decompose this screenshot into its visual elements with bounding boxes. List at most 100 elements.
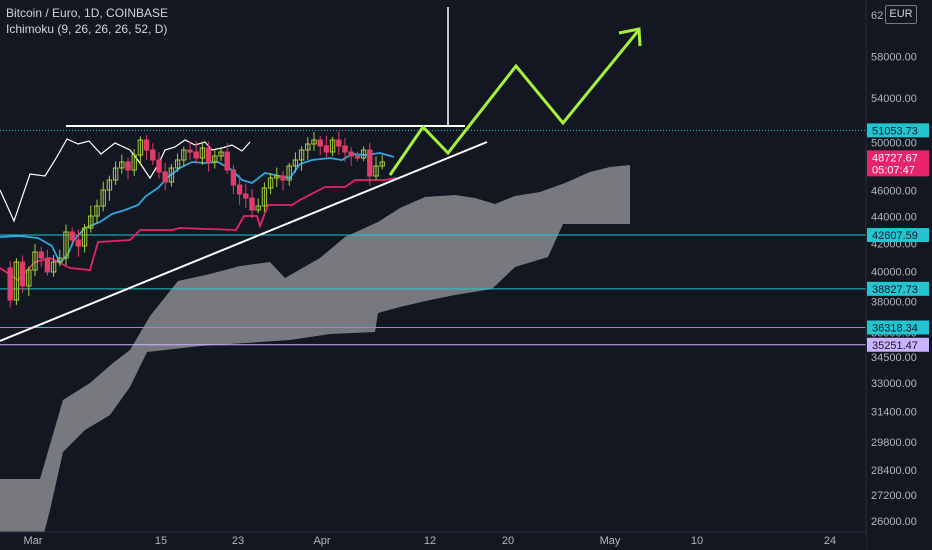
candle-body <box>125 161 131 171</box>
price-label-text: 35251.47 <box>872 340 918 352</box>
candle-body <box>168 167 175 183</box>
chart-title: Bitcoin / Euro, 1D, COINBASE <box>6 6 169 20</box>
price-tick-label: 26000.00 <box>871 516 917 528</box>
candle-body <box>342 145 348 153</box>
price-tick-label: 62 <box>871 10 883 22</box>
candle-body <box>88 215 94 229</box>
price-tick-label: 34500.00 <box>871 352 917 364</box>
candle-body <box>379 161 385 167</box>
candle-body <box>131 154 137 171</box>
candle-body <box>94 205 100 217</box>
candle-body <box>156 159 162 173</box>
candle-body <box>63 231 69 259</box>
price-label-box <box>867 150 929 165</box>
price-label-box <box>867 162 929 177</box>
candle-body <box>255 205 261 211</box>
candle-body <box>360 149 367 159</box>
price-label-box <box>867 281 929 296</box>
candle-body <box>13 261 20 301</box>
price-label-box <box>867 337 929 352</box>
time-tick-label: Mar <box>24 535 43 547</box>
indicator-legend[interactable]: Ichimoku (9, 26, 26, 26, 52, D) <box>6 22 168 36</box>
candle-body <box>81 227 88 247</box>
lagging-span-line <box>0 138 251 223</box>
candle-body <box>218 151 224 157</box>
candle-body <box>224 151 230 171</box>
candle-body <box>249 197 255 211</box>
candle-body <box>317 139 323 147</box>
candle-body <box>311 139 317 145</box>
candle-body <box>75 239 82 247</box>
price-tick-label: 40000.00 <box>871 267 917 279</box>
price-tick-label: 58000.00 <box>871 52 917 64</box>
price-label-text: 38827.73 <box>872 284 918 296</box>
ascending-trendline <box>0 141 488 342</box>
candle-body <box>348 151 354 157</box>
candle-body <box>373 165 379 177</box>
time-axis: Mar 15 23 Apr 12 20 May 10 24 <box>0 531 866 550</box>
price-tick-label: 27200.00 <box>871 490 917 502</box>
candle-body <box>230 169 237 186</box>
candle-body <box>354 155 361 159</box>
candle-body <box>44 257 51 273</box>
candle-body <box>367 149 373 177</box>
candle-body <box>212 155 218 163</box>
time-tick-label: 10 <box>691 535 703 547</box>
candle-body <box>274 175 280 179</box>
price-tick-label: 28400.00 <box>871 465 917 477</box>
candle-body <box>261 187 268 207</box>
price-tick-label: 38000.00 <box>871 296 917 308</box>
price-tick-label: 54000.00 <box>871 93 917 105</box>
price-label-box <box>867 123 929 138</box>
candle-body <box>236 184 243 195</box>
price-label-box <box>867 320 929 335</box>
candle-body <box>19 261 26 287</box>
time-tick-label: 15 <box>155 535 167 547</box>
time-axis-bg <box>0 532 866 550</box>
price-label-text: 42607.59 <box>872 230 918 242</box>
price-axis-bg <box>866 0 932 550</box>
candle-body <box>292 159 299 167</box>
candle-body <box>286 165 292 181</box>
conversion-line <box>0 152 395 265</box>
candle-body <box>298 149 305 161</box>
time-tick-label: 24 <box>824 535 836 547</box>
time-tick-label: 23 <box>232 535 244 547</box>
price-label-text: 05:07:47 <box>872 164 915 176</box>
candle-body <box>57 257 63 263</box>
candle-body <box>32 251 38 271</box>
candle-body <box>280 175 286 181</box>
price-tick-label: 29800.00 <box>871 437 917 449</box>
candle-body <box>162 171 168 183</box>
candle-body <box>119 161 125 169</box>
candle-body <box>50 261 57 273</box>
time-tick-label: May <box>600 535 621 547</box>
candle-body <box>329 139 336 153</box>
time-tick-label: 12 <box>424 535 436 547</box>
time-tick-label: 20 <box>502 535 514 547</box>
projection-arrowhead <box>618 27 642 47</box>
candle-body <box>267 177 274 189</box>
price-tick-label: 50000.00 <box>871 137 917 149</box>
candle-body <box>336 139 342 147</box>
candle-body <box>323 145 330 153</box>
candle-body <box>38 251 44 259</box>
candle-body <box>243 193 249 199</box>
currency-button[interactable]: EUR <box>885 5 917 24</box>
candle-body <box>150 149 156 161</box>
price-tick-label: 46000.00 <box>871 186 917 198</box>
candle-body <box>199 147 206 159</box>
projection-path <box>388 30 640 176</box>
price-tick-label: 31400.00 <box>871 407 917 419</box>
candle-body <box>305 143 311 151</box>
candle-body <box>26 269 32 287</box>
candle-body <box>137 139 144 156</box>
price-axis: 58000.00 54000.00 50000.00 46000.00 44000.00… <box>865 0 932 550</box>
price-tick-label: 44000.00 <box>871 211 917 223</box>
candle-body <box>106 179 113 191</box>
price-label-box <box>867 228 929 243</box>
price-label-text: 48727.67 <box>872 152 918 164</box>
price-label-text: 36318.34 <box>872 323 918 335</box>
candle-body <box>205 147 212 163</box>
